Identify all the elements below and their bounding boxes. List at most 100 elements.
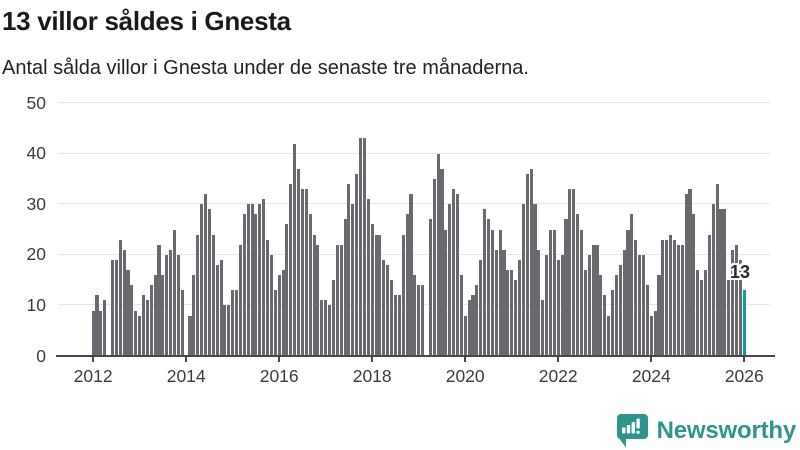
bar xyxy=(207,209,211,356)
bar xyxy=(223,305,227,356)
bar xyxy=(293,143,297,356)
bar xyxy=(738,259,742,356)
bar xyxy=(339,244,343,356)
x-axis-label: 2014 xyxy=(166,366,206,386)
bar xyxy=(630,214,634,356)
bar xyxy=(641,254,646,356)
bar xyxy=(483,209,487,356)
bar xyxy=(335,244,339,356)
bar xyxy=(192,275,196,356)
x-axis-label: 2012 xyxy=(73,366,113,386)
y-axis-label: 50 xyxy=(26,92,46,113)
newsworthy-logo[interactable]: Newsworthy xyxy=(615,413,796,449)
bar xyxy=(176,254,180,356)
bar xyxy=(440,168,444,356)
bar xyxy=(347,184,351,356)
bar xyxy=(727,280,731,356)
bar-chart: 13 0 10 20 30 40 50 2012 2014 2016 2018 2020 2022 20… xyxy=(26,92,775,386)
bar xyxy=(393,295,397,356)
y-axis-label: 0 xyxy=(36,345,46,366)
bar xyxy=(366,199,370,356)
x-axis-tick xyxy=(650,357,653,362)
bar xyxy=(165,254,169,356)
bar xyxy=(719,209,723,356)
x-axis-tick xyxy=(464,357,467,362)
bar xyxy=(196,234,200,356)
bar xyxy=(618,264,622,356)
x-axis-tick xyxy=(278,357,281,362)
bar xyxy=(603,295,607,356)
bar xyxy=(692,214,696,356)
bar xyxy=(130,285,134,356)
bar xyxy=(734,244,739,356)
bar xyxy=(471,295,475,356)
bar xyxy=(351,204,355,356)
bar xyxy=(432,178,436,356)
bar xyxy=(444,229,448,356)
bar xyxy=(502,249,506,356)
y-axis-label: 10 xyxy=(26,294,46,315)
y-axis-label: 40 xyxy=(26,143,46,164)
gridline xyxy=(58,102,770,103)
latest-value-label: 13 xyxy=(730,262,751,282)
bar xyxy=(141,295,146,356)
bar xyxy=(273,290,277,356)
bar xyxy=(285,224,289,356)
bar xyxy=(610,290,615,356)
bar xyxy=(599,275,603,356)
bar xyxy=(180,290,184,356)
bar xyxy=(254,214,258,356)
bar xyxy=(258,204,262,356)
bar xyxy=(448,204,452,356)
bar xyxy=(514,280,518,356)
bar xyxy=(390,280,394,356)
bar xyxy=(145,300,149,356)
bar xyxy=(281,270,285,356)
bar xyxy=(262,199,266,356)
bar xyxy=(289,184,293,356)
bar xyxy=(417,285,421,356)
bar xyxy=(626,229,630,356)
x-axis-label: 2026 xyxy=(724,366,764,386)
bar xyxy=(200,204,204,356)
bar xyxy=(572,189,576,356)
bar xyxy=(370,224,374,356)
bar xyxy=(645,285,649,356)
bar xyxy=(409,194,413,356)
bar xyxy=(510,270,514,356)
bar xyxy=(653,310,657,356)
x-axis-label: 2018 xyxy=(352,366,392,386)
bar xyxy=(649,315,653,356)
bar xyxy=(587,254,591,356)
bar xyxy=(405,214,409,356)
bar xyxy=(525,173,529,356)
bar xyxy=(103,300,107,356)
chart-title: 13 villor såldes i Gnesta xyxy=(2,6,291,36)
bar xyxy=(355,173,359,356)
bar xyxy=(421,285,425,356)
bar xyxy=(622,249,626,356)
brand-name: Newsworthy xyxy=(656,417,797,444)
bar xyxy=(149,285,153,356)
bar xyxy=(204,194,208,356)
bar xyxy=(564,219,568,356)
bar xyxy=(723,209,727,356)
bar xyxy=(731,249,735,356)
bar xyxy=(231,290,235,356)
bar xyxy=(188,315,192,356)
y-axis-label: 30 xyxy=(26,193,46,214)
gridline xyxy=(58,152,770,154)
bar-chart-speech-bubble-icon xyxy=(616,414,648,448)
bar xyxy=(517,259,522,356)
bar xyxy=(99,310,103,356)
bar xyxy=(374,234,378,356)
bar xyxy=(300,189,304,356)
bar xyxy=(413,275,417,356)
bar xyxy=(227,305,231,356)
bar xyxy=(126,270,130,356)
bar xyxy=(378,234,382,356)
y-axis-label: 20 xyxy=(26,244,46,265)
bar xyxy=(215,264,219,356)
bar xyxy=(297,168,301,356)
